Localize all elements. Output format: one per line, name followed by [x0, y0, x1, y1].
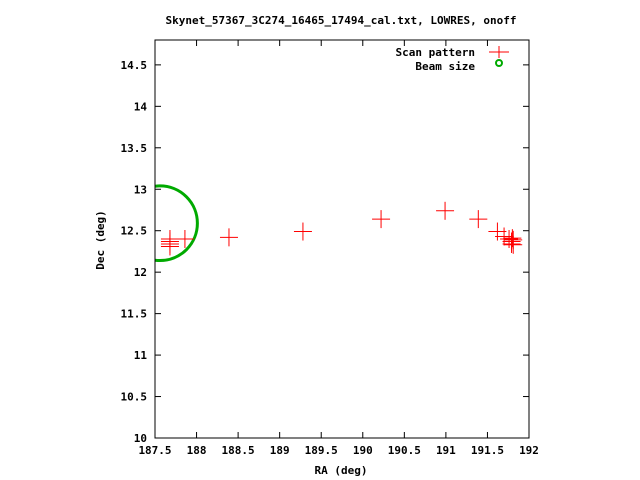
y-tick-label-7: 13.5 [121, 142, 148, 155]
plot-area [155, 184, 523, 263]
scan-point-3 [160, 237, 179, 256]
scan-point-11 [495, 227, 514, 246]
x-tick-label-1: 188 [187, 444, 207, 457]
y-tick-label-9: 14.5 [121, 59, 148, 72]
scan-point-6 [293, 222, 312, 241]
legend-beam-marker [495, 59, 503, 67]
legend-label-beam: Beam size [415, 60, 475, 73]
x-axis-label: RA (deg) [315, 464, 368, 477]
y-tick-label-8: 14 [134, 100, 148, 113]
y-tick-label-4: 12 [134, 266, 147, 279]
beam-size-circle [155, 184, 199, 263]
y-tick-label-0: 10 [134, 432, 147, 445]
x-tick-label-7: 191 [436, 444, 456, 457]
y-tick-label-3: 11.5 [121, 308, 148, 321]
x-ticks: 187.5 188 188.5 189 189.5 190 190.5 191 191.5 192 [138, 40, 539, 457]
x-tick-label-2: 188.5 [222, 444, 255, 457]
scan-point-7 [372, 210, 391, 229]
y-axis-label: Dec (deg) [94, 210, 107, 270]
y-tick-label-6: 13 [134, 183, 147, 196]
scan-point-8 [436, 201, 455, 220]
scan-point-5 [219, 228, 238, 247]
plot-frame [154, 39, 530, 439]
x-tick-label-5: 190 [353, 444, 373, 457]
scan-point-17 [504, 235, 523, 254]
x-tick-label-8: 191.5 [471, 444, 504, 457]
y-tick-label-1: 10.5 [121, 391, 148, 404]
scan-point-9 [469, 210, 488, 229]
x-tick-label-3: 189 [270, 444, 290, 457]
y-tick-label-5: 12.5 [121, 225, 148, 238]
chart-title: Skynet_57367_3C274_16465_17494_cal.txt, … [166, 14, 517, 27]
x-tick-label-6: 190.5 [388, 444, 421, 457]
x-tick-label-4: 189.5 [305, 444, 338, 457]
y-ticks: 10 10.5 11 11.5 12 12.5 13 13.5 14 14.5 [121, 59, 529, 445]
y-tick-label-2: 11 [134, 349, 148, 362]
legend-label-scan: Scan pattern [396, 46, 475, 59]
scan-point-10 [488, 222, 507, 241]
x-tick-label-0: 187.5 [138, 444, 171, 457]
x-tick-label-9: 192 [519, 444, 539, 457]
scan-point-16 [502, 234, 521, 253]
scan-point-4 [175, 230, 194, 248]
